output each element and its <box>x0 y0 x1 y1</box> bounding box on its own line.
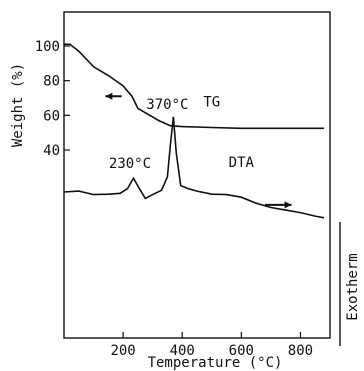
y-tick-label: 80 <box>43 74 60 90</box>
x-tick-label: 200 <box>110 343 135 359</box>
y-tick-label: 40 <box>43 143 60 159</box>
peak-230-label: 230°C <box>109 156 151 172</box>
y-tick-label: 100 <box>35 39 60 55</box>
y-axis-label: Weight (%) <box>10 63 26 147</box>
tg-arrow-head <box>105 92 113 100</box>
tg-y-axis: 40 60 80 100 <box>35 39 70 159</box>
x-tick-label: 800 <box>288 343 313 359</box>
y-tick-label: 60 <box>43 108 60 124</box>
tg-series-line <box>64 43 325 130</box>
x-axis-label: Temperature (°C) <box>148 355 283 371</box>
x-tick-label: 400 <box>170 343 195 359</box>
tg-curve-label: TG <box>203 94 220 110</box>
dta-arrow-head <box>284 201 292 209</box>
tg-heating-arrow <box>105 92 122 100</box>
exotherm-label: Exotherm <box>345 253 361 320</box>
dta-curve-label: DTA <box>229 155 255 171</box>
peak-370-label: 370°C <box>146 97 188 113</box>
dta-heating-arrow <box>264 201 292 209</box>
x-axis: 200 400 600 800 <box>110 332 313 359</box>
plot-frame <box>63 11 331 339</box>
x-tick-label: 600 <box>229 343 254 359</box>
dta-series-line <box>63 116 325 219</box>
